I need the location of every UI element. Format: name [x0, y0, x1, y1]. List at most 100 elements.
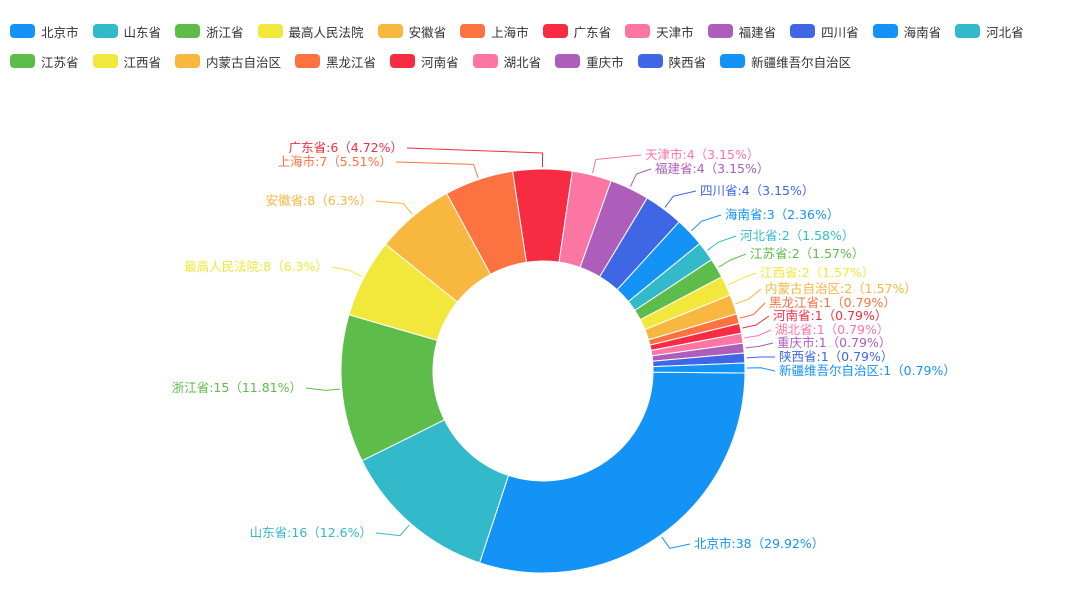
- legend-swatch: [472, 54, 498, 68]
- legend-label: 北京市: [41, 24, 79, 40]
- leader-line: [745, 342, 774, 349]
- leader-line: [629, 168, 652, 187]
- leader-line: [395, 161, 479, 178]
- legend-label: 河南省: [421, 54, 459, 70]
- legend-swatch: [10, 54, 35, 68]
- legend-label: 黑龙江省: [326, 54, 377, 70]
- pie-slice[interactable]: [652, 362, 746, 374]
- legend-row: 江苏省 江西省 内蒙古自治区 黑龙江省 河南省 湖北省 重庆市 陕西省 新疆维吾尔自治区: [10, 46, 1080, 76]
- leader-line: [744, 329, 772, 339]
- slice-label: 天津市:4（3.15%）: [645, 147, 759, 162]
- chart-legend: 北京市 山东省 浙江省 最高人民法院 安徽省 上海市 广东省 天津市 福建省 四川省 海南省 河北省江…: [10, 16, 1080, 76]
- legend-item[interactable]: 新疆维吾尔自治区: [720, 52, 851, 71]
- legend-item[interactable]: 江西省: [92, 52, 162, 71]
- slice-label: 黑龙江省:1（0.79%）: [769, 295, 896, 310]
- legend-swatch: [637, 54, 663, 68]
- slice-label: 湖北省:1（0.79%）: [775, 322, 889, 337]
- legend-item[interactable]: 福建省: [707, 22, 777, 41]
- legend-swatch: [390, 54, 416, 68]
- legend-label: 江苏省: [41, 54, 79, 70]
- slice-label: 江苏省:2（1.57%）: [750, 246, 864, 261]
- slice-label: 山东省:16（12.6%）: [250, 525, 372, 540]
- leader-line: [591, 154, 642, 174]
- legend-label: 陕西省: [668, 54, 707, 70]
- leader-line: [735, 288, 762, 305]
- legend-swatch: [720, 54, 746, 68]
- legend-item[interactable]: 北京市: [10, 22, 79, 41]
- legend-swatch: [625, 24, 651, 38]
- legend-swatch: [175, 24, 201, 38]
- slice-label: 河南省:1（0.79%）: [773, 308, 887, 323]
- slice-label: 北京市:38（29.92%）: [694, 536, 824, 551]
- legend-item[interactable]: 河南省: [390, 52, 459, 71]
- legend-swatch: [10, 24, 35, 38]
- leader-line: [375, 200, 413, 215]
- slice-label: 上海市:7（5.51%）: [278, 154, 392, 169]
- leader-line: [707, 235, 737, 251]
- legend-label: 湖北省: [503, 54, 542, 70]
- legend-item[interactable]: 陕西省: [637, 52, 707, 71]
- legend-item[interactable]: 最高人民法院: [257, 22, 364, 41]
- legend-swatch: [92, 54, 118, 68]
- legend-label: 河北省: [986, 24, 1024, 40]
- legend-swatch: [955, 24, 981, 38]
- leader-line: [746, 367, 776, 372]
- slice-label: 安徽省:8（6.3%）: [266, 193, 372, 208]
- legend-item[interactable]: 江苏省: [10, 52, 79, 71]
- legend-swatch: [872, 24, 898, 38]
- slice-label: 内蒙古自治区:2（1.57%）: [765, 281, 917, 296]
- leader-line: [742, 315, 770, 329]
- legend-swatch: [175, 54, 201, 68]
- legend-item[interactable]: 山东省: [92, 22, 162, 41]
- slice-label: 浙江省:15（11.81%）: [172, 380, 302, 395]
- legend-label: 广东省: [573, 24, 612, 40]
- leader-line: [718, 253, 747, 268]
- legend-item[interactable]: 上海市: [460, 22, 529, 41]
- legend-swatch: [92, 24, 118, 38]
- legend-label: 最高人民法院: [288, 24, 364, 40]
- leader-line: [727, 272, 757, 286]
- legend-item[interactable]: 四川省: [790, 22, 859, 41]
- slice-label: 海南省:3（2.36%）: [725, 207, 839, 222]
- legend-item[interactable]: 安徽省: [377, 22, 447, 41]
- legend-swatch: [790, 24, 816, 38]
- legend-label: 上海市: [491, 24, 529, 40]
- legend-item[interactable]: 湖北省: [472, 52, 542, 71]
- leader-line: [305, 387, 340, 391]
- legend-label: 江西省: [123, 54, 162, 70]
- pie-slice[interactable]: [478, 371, 746, 574]
- legend-item[interactable]: 黑龙江省: [295, 52, 376, 71]
- legend-item[interactable]: 海南省: [872, 22, 942, 41]
- legend-item[interactable]: 浙江省: [175, 22, 244, 41]
- legend-row: 北京市 山东省 浙江省 最高人民法院 安徽省 上海市 广东省 天津市 福建省 四川省 海南省 河北省: [10, 16, 1080, 46]
- leader-line: [331, 266, 363, 278]
- slice-label: 新疆维吾尔自治区:1（0.79%）: [779, 363, 956, 378]
- leader-line: [664, 190, 697, 208]
- legend-item[interactable]: 重庆市: [555, 52, 624, 71]
- leader-line: [690, 214, 722, 232]
- legend-item[interactable]: 广东省: [542, 22, 612, 41]
- legend-label: 福建省: [738, 24, 777, 40]
- legend-label: 海南省: [903, 24, 942, 40]
- slice-label: 江西省:2（1.57%）: [760, 265, 874, 280]
- legend-swatch: [460, 24, 486, 38]
- legend-item[interactable]: 内蒙古自治区: [175, 52, 281, 71]
- legend-label: 内蒙古自治区: [206, 54, 282, 70]
- legend-label: 天津市: [656, 24, 694, 40]
- legend-label: 山东省: [123, 24, 162, 40]
- slice-label: 四川省:4（3.15%）: [700, 183, 814, 198]
- legend-swatch: [542, 24, 568, 38]
- legend-item[interactable]: 天津市: [625, 22, 694, 41]
- legend-label: 浙江省: [206, 24, 244, 40]
- legend-swatch: [295, 54, 321, 68]
- legend-label: 新疆维吾尔自治区: [751, 54, 852, 70]
- legend-label: 四川省: [821, 24, 859, 40]
- legend-item[interactable]: 河北省: [955, 22, 1024, 41]
- leader-line: [746, 356, 776, 359]
- slice-label: 福建省:4（3.15%）: [655, 161, 769, 176]
- slice-label: 重庆市:1（0.79%）: [777, 335, 891, 350]
- leader-line: [739, 302, 766, 319]
- slice-label: 陕西省:1（0.79%）: [779, 349, 893, 364]
- legend-label: 安徽省: [408, 24, 447, 40]
